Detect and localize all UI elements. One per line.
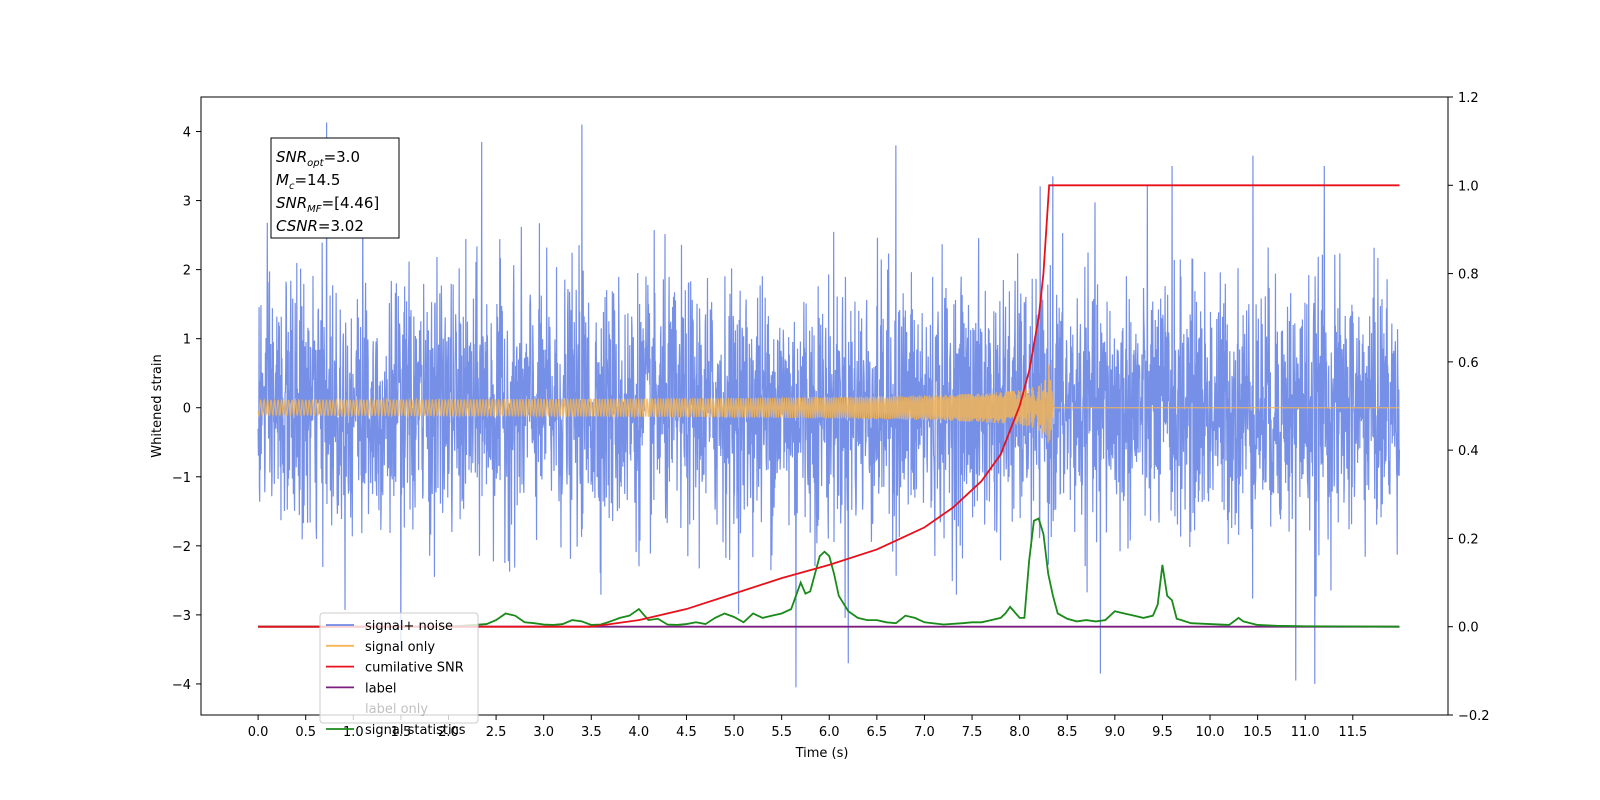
legend-entry: label — [326, 681, 396, 696]
annotation-subscript: MF — [307, 204, 322, 215]
y2-tick-label: −0.2 — [1458, 709, 1490, 724]
annotation-subscript: c — [289, 181, 295, 192]
x-tick-label: 6.5 — [867, 725, 888, 740]
legend-entry: label only — [365, 702, 428, 717]
legend-entry: cumilative SNR — [326, 661, 464, 676]
series-signal-only — [257, 364, 1400, 443]
y2-tick-label: 0.2 — [1458, 532, 1479, 547]
y-tick-label: −2 — [172, 540, 191, 555]
legend-entry: signal statistics — [326, 723, 466, 738]
legend-entry: signal+ noise — [326, 619, 453, 634]
x-tick-label: 7.5 — [962, 725, 983, 740]
x-tick-label: 11.5 — [1338, 725, 1367, 740]
x-tick-label: 8.5 — [1057, 725, 1078, 740]
y2-tick-label: 0.6 — [1458, 356, 1479, 371]
annotation-symbol: CSNR — [276, 217, 318, 235]
plot-frame — [200, 96, 1449, 716]
y-tick-label: 0 — [183, 402, 191, 417]
annotation-line: SNRopt=3.0 — [276, 148, 360, 169]
legend-entry: signal only — [326, 640, 435, 655]
legend-label: signal statistics — [365, 723, 466, 738]
annotation-line: SNRMF=[4.46] — [276, 194, 379, 215]
annotation-line: CSNR=3.02 — [276, 217, 364, 235]
annotation-symbol: M — [276, 171, 289, 189]
y-tick-label: 3 — [183, 195, 191, 210]
x-axis-label: Time (s) — [795, 746, 849, 761]
annotation-symbol: SNR — [276, 148, 307, 166]
x-tick-label: 7.0 — [914, 725, 935, 740]
annotation-value: =14.5 — [294, 171, 340, 189]
y-axis-label: Whitened strain — [150, 354, 165, 457]
x-tick-label: 5.0 — [724, 725, 745, 740]
y-axis-left: 4 3 2 1 0 −1 −2 −3 −4 — [172, 126, 201, 693]
annotation-frame — [270, 137, 400, 239]
x-tick-label: 10.5 — [1243, 725, 1272, 740]
x-tick-label: 1.5 — [391, 725, 412, 740]
y-tick-label: −4 — [172, 678, 191, 693]
x-tick-label: 3.5 — [581, 725, 602, 740]
series-signal-noise — [257, 122, 1401, 688]
y-tick-label: 2 — [183, 264, 191, 279]
x-tick-label: 2.5 — [486, 725, 507, 740]
legend-frame — [319, 612, 479, 724]
y2-tick-label: 0.0 — [1458, 621, 1479, 636]
legend-label: cumilative SNR — [365, 661, 464, 676]
annotation-value: =[4.46] — [322, 194, 380, 212]
y-tick-label: 1 — [183, 333, 191, 348]
x-tick-label: 3.0 — [533, 725, 554, 740]
x-tick-label: 8.0 — [1009, 725, 1030, 740]
y-tick-label: 4 — [183, 126, 191, 141]
x-tick-label: 5.5 — [771, 725, 792, 740]
y-tick-label: −1 — [172, 471, 191, 486]
legend-label: label only — [365, 702, 428, 717]
legend-label: signal only — [365, 640, 435, 655]
x-tick-label: 0.5 — [295, 725, 316, 740]
annotation-subscript: opt — [307, 158, 324, 169]
plot-content — [257, 122, 1401, 688]
x-tick-label: 9.0 — [1104, 725, 1125, 740]
series-signal-statistics — [258, 517, 1400, 628]
x-tick-label: 0.0 — [248, 725, 269, 740]
annotation-line: Mc=14.5 — [276, 171, 340, 192]
y-axis-right: 1.2 1.0 0.8 0.6 0.4 0.2 0.0 −0.2 — [1448, 91, 1490, 724]
y2-tick-label: 1.0 — [1458, 179, 1479, 194]
y2-tick-label: 1.2 — [1458, 91, 1479, 106]
x-axis: 0.0 0.5 1.0 1.5 2.0 2.5 3.0 3.5 4.0 4.5 5.0 5.5 6.0 6… — [248, 715, 1367, 740]
y2-tick-label: 0.4 — [1458, 444, 1479, 459]
legend-label: signal+ noise — [365, 619, 453, 634]
x-tick-label: 4.5 — [676, 725, 697, 740]
annotation-value: =3.02 — [318, 217, 364, 235]
annotation-value: =3.0 — [324, 148, 360, 166]
x-tick-label: 11.0 — [1291, 725, 1320, 740]
x-tick-label: 6.0 — [819, 725, 840, 740]
series-cumulative-snr — [258, 184, 1400, 628]
annotation-symbol: SNR — [276, 194, 307, 212]
x-tick-label: 1.0 — [343, 725, 364, 740]
legend: signal+ noise signal only cumilative SNR la… — [319, 612, 479, 738]
x-tick-label: 2.0 — [438, 725, 459, 740]
legend-label: label — [365, 681, 396, 696]
x-tick-label: 9.5 — [1152, 725, 1173, 740]
y-tick-label: −3 — [172, 609, 191, 624]
y2-tick-label: 0.8 — [1458, 268, 1479, 283]
x-tick-label: 4.0 — [629, 725, 650, 740]
x-tick-label: 10.0 — [1196, 725, 1225, 740]
